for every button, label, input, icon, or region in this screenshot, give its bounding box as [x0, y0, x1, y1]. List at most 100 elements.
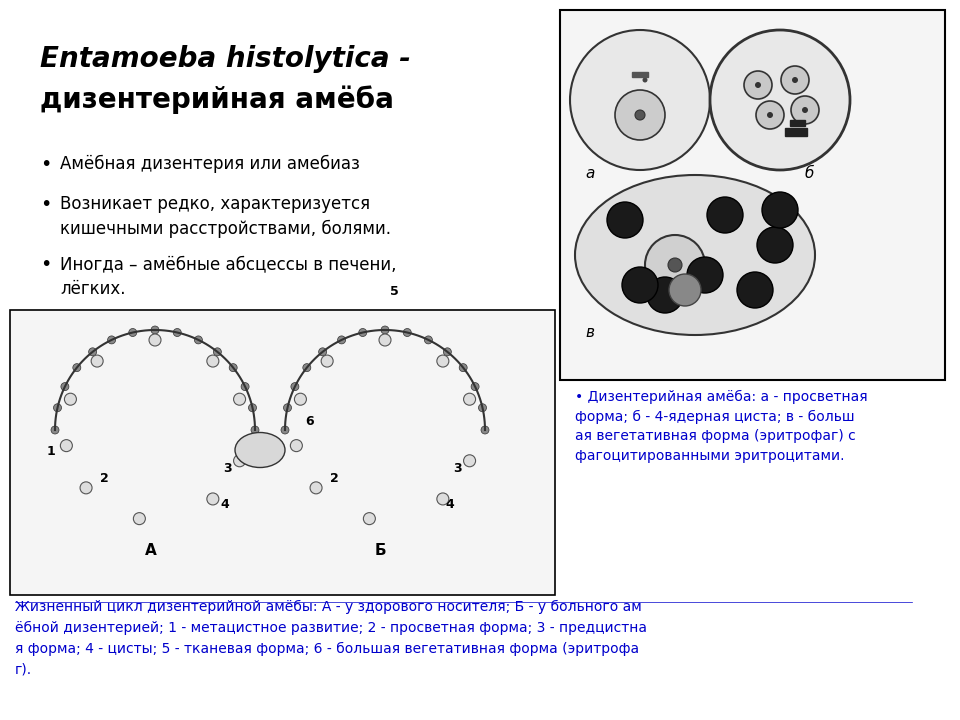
- Circle shape: [481, 426, 489, 434]
- Text: 4: 4: [220, 498, 228, 511]
- Circle shape: [302, 364, 311, 372]
- Text: 5: 5: [390, 285, 398, 298]
- Circle shape: [756, 101, 784, 129]
- Circle shape: [364, 513, 375, 525]
- Bar: [785, 128, 807, 136]
- Circle shape: [283, 404, 292, 412]
- Circle shape: [359, 328, 367, 336]
- Circle shape: [635, 110, 645, 120]
- Bar: [632, 72, 648, 77]
- Text: •: •: [40, 155, 52, 174]
- Circle shape: [424, 336, 432, 344]
- Bar: [790, 120, 805, 126]
- Text: 2: 2: [330, 472, 339, 485]
- Circle shape: [88, 348, 97, 356]
- Circle shape: [54, 404, 61, 412]
- Circle shape: [478, 404, 487, 412]
- Bar: [560, 10, 945, 380]
- Circle shape: [213, 348, 222, 356]
- Text: 2: 2: [100, 472, 108, 485]
- Circle shape: [781, 66, 809, 94]
- Circle shape: [737, 272, 773, 308]
- Circle shape: [379, 334, 391, 346]
- Circle shape: [687, 257, 723, 293]
- Text: в: в: [585, 325, 594, 340]
- Circle shape: [437, 355, 449, 367]
- Circle shape: [669, 274, 701, 306]
- Circle shape: [149, 334, 161, 346]
- Text: 3: 3: [453, 462, 462, 475]
- Text: 1: 1: [47, 445, 56, 458]
- Circle shape: [459, 364, 468, 372]
- Circle shape: [60, 382, 69, 391]
- Text: Возникает редко, характеризуется
кишечными расстройствами, болями.: Возникает редко, характеризуется кишечны…: [60, 195, 391, 238]
- Circle shape: [668, 258, 682, 272]
- Circle shape: [295, 393, 306, 405]
- Circle shape: [645, 235, 705, 295]
- Circle shape: [755, 82, 761, 88]
- Text: Иногда – амёбные абсцессы в печени,
лёгких.: Иногда – амёбные абсцессы в печени, лёгк…: [60, 255, 396, 298]
- Text: а: а: [585, 166, 594, 181]
- Text: дизентерийная амёба: дизентерийная амёба: [40, 85, 394, 114]
- Text: А: А: [145, 543, 156, 558]
- Circle shape: [464, 393, 475, 405]
- Bar: [10, 310, 555, 595]
- Text: 6: 6: [305, 415, 314, 428]
- Circle shape: [60, 440, 72, 451]
- Circle shape: [91, 355, 103, 367]
- Circle shape: [310, 482, 322, 494]
- Circle shape: [767, 112, 773, 118]
- Circle shape: [173, 328, 181, 336]
- Circle shape: [615, 90, 665, 140]
- Ellipse shape: [575, 175, 815, 335]
- Text: Entamoeba histolytica -: Entamoeba histolytica -: [40, 45, 411, 73]
- Circle shape: [322, 355, 333, 367]
- Circle shape: [647, 277, 683, 313]
- Circle shape: [51, 426, 59, 434]
- Circle shape: [133, 513, 145, 525]
- Circle shape: [444, 348, 451, 356]
- Text: • Дизентерийная амёба: а - просветная
форма; б - 4-ядерная циста; в - больш
ая в: • Дизентерийная амёба: а - просветная фо…: [575, 390, 868, 463]
- Circle shape: [206, 493, 219, 505]
- Circle shape: [757, 227, 793, 263]
- Circle shape: [622, 267, 658, 303]
- Circle shape: [464, 455, 475, 467]
- Ellipse shape: [235, 433, 285, 467]
- Circle shape: [80, 482, 92, 494]
- Circle shape: [791, 96, 819, 124]
- Circle shape: [251, 426, 259, 434]
- Circle shape: [338, 336, 346, 344]
- Circle shape: [319, 348, 326, 356]
- Circle shape: [710, 30, 850, 170]
- Circle shape: [281, 426, 289, 434]
- Circle shape: [792, 77, 798, 83]
- Circle shape: [802, 107, 808, 113]
- Text: •: •: [40, 255, 52, 274]
- Circle shape: [403, 328, 411, 336]
- Text: Б: Б: [375, 543, 387, 558]
- Circle shape: [437, 493, 449, 505]
- Text: б: б: [805, 166, 814, 181]
- Text: •: •: [40, 195, 52, 214]
- Circle shape: [233, 455, 246, 467]
- Circle shape: [64, 393, 77, 405]
- Circle shape: [607, 202, 643, 238]
- Text: 3: 3: [223, 462, 231, 475]
- Circle shape: [129, 328, 136, 336]
- Circle shape: [290, 440, 302, 451]
- Circle shape: [206, 355, 219, 367]
- Circle shape: [707, 197, 743, 233]
- Circle shape: [762, 192, 798, 228]
- Text: Амёбная дизентерия или амебиаз: Амёбная дизентерия или амебиаз: [60, 155, 360, 174]
- Circle shape: [194, 336, 203, 344]
- Circle shape: [249, 404, 256, 412]
- Circle shape: [471, 382, 479, 391]
- Circle shape: [744, 71, 772, 99]
- Circle shape: [233, 393, 246, 405]
- Circle shape: [381, 326, 389, 334]
- Circle shape: [241, 382, 249, 391]
- Circle shape: [229, 364, 237, 372]
- Text: Жизненный цикл дизентерийной амёбы: А - у здорового носителя; Б - у больного ам
: Жизненный цикл дизентерийной амёбы: А - …: [15, 600, 647, 676]
- Circle shape: [291, 382, 299, 391]
- Circle shape: [108, 336, 115, 344]
